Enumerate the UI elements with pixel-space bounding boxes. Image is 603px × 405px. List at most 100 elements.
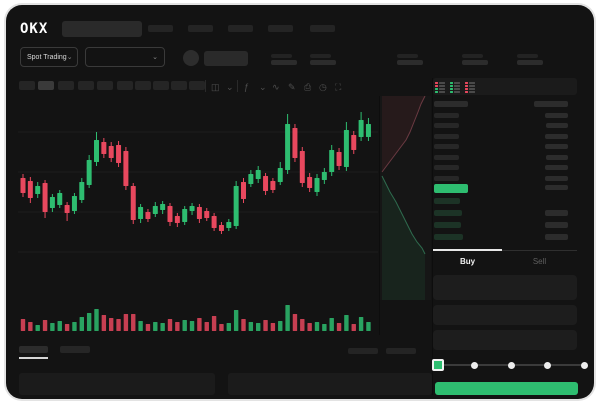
fullscreen-icon[interactable]: ⛶: [335, 82, 342, 92]
nav-item[interactable]: [188, 25, 213, 32]
ask-row[interactable]: [433, 133, 577, 141]
chevron-down-icon[interactable]: ⌄: [259, 82, 267, 92]
slider-stop[interactable]: [471, 361, 478, 369]
slider-stop[interactable]: [580, 361, 588, 369]
tab-sell[interactable]: Sell: [532, 257, 547, 266]
total-input[interactable]: [433, 330, 577, 350]
orders-table-placeholder: [19, 373, 215, 395]
stat-value: [397, 60, 423, 65]
timeframe-button[interactable]: [38, 81, 54, 90]
ask-row[interactable]: [433, 143, 577, 151]
bottom-active-tab-indicator: [19, 357, 48, 359]
depth-map: [380, 96, 431, 300]
amount-input[interactable]: [433, 305, 577, 325]
clock-icon[interactable]: ◷: [319, 82, 327, 92]
ask-row[interactable]: [433, 175, 577, 183]
orderbook-combined-icon[interactable]: [435, 82, 445, 93]
indicators-icon[interactable]: ƒ: [244, 82, 250, 92]
stat-value: [517, 60, 543, 65]
timeframe-button[interactable]: [117, 81, 133, 90]
slider-stop[interactable]: [544, 361, 551, 369]
timeframe-button[interactable]: [171, 81, 187, 90]
camera-icon[interactable]: ⎙: [304, 82, 312, 92]
bid-row[interactable]: [433, 221, 577, 230]
timeframe-button[interactable]: [135, 81, 151, 90]
tab-buy[interactable]: Buy: [459, 257, 476, 266]
orderbook-col-header: [434, 101, 468, 107]
orders-table-placeholder: [228, 373, 432, 395]
bid-price-placeholder: [434, 198, 460, 204]
bid-amount-placeholder: [545, 210, 568, 216]
ask-amount-placeholder: [545, 165, 568, 170]
ask-amount-placeholder: [545, 176, 568, 181]
buy-submit-button[interactable]: [435, 382, 578, 395]
bid-row[interactable]: [433, 209, 577, 218]
timeframe-button[interactable]: [78, 81, 94, 90]
candlestick-chart[interactable]: [18, 96, 378, 333]
chevron-down-icon: ⌄: [152, 53, 158, 61]
slider-stop[interactable]: [507, 361, 515, 369]
stat-label: [462, 54, 483, 58]
ask-price-placeholder: [434, 176, 459, 181]
bottom-tab[interactable]: [60, 346, 90, 353]
timeframe-button[interactable]: [97, 81, 113, 90]
subheader-button[interactable]: [204, 51, 248, 66]
bottom-action-button[interactable]: [386, 348, 416, 354]
ask-price-placeholder: [434, 113, 459, 118]
ask-price-placeholder: [434, 165, 459, 170]
orderbook-asks-icon[interactable]: [465, 82, 475, 93]
ask-row[interactable]: [433, 122, 577, 130]
ask-amount-placeholder: [546, 123, 568, 128]
pair-avatar[interactable]: [183, 50, 199, 66]
bid-row[interactable]: [433, 233, 577, 242]
search-input[interactable]: [62, 21, 142, 37]
toolbar-divider: [205, 80, 206, 92]
nav-item[interactable]: [148, 25, 173, 32]
bid-amount-placeholder: [545, 222, 568, 228]
bid-row[interactable]: [433, 197, 577, 206]
draw-icon[interactable]: ✎: [288, 82, 296, 92]
tab-divider: [433, 250, 577, 251]
wave-icon[interactable]: ∿: [272, 82, 280, 92]
last-price-side-placeholder: [545, 185, 568, 190]
stat-label: [271, 54, 292, 58]
ask-row[interactable]: [433, 112, 577, 120]
active-tab-indicator: [433, 249, 502, 251]
chevron-down-icon: ⌄: [66, 53, 73, 61]
stat-value: [310, 60, 336, 65]
stat-label: [310, 54, 331, 58]
ask-row[interactable]: [433, 154, 577, 162]
bottom-action-button[interactable]: [348, 348, 378, 354]
nav-item[interactable]: [310, 25, 335, 32]
pair-selector-dropdown[interactable]: ⌄: [85, 47, 165, 67]
ask-amount-placeholder: [545, 134, 568, 139]
bid-price-placeholder: [434, 222, 461, 228]
timeframe-button[interactable]: [58, 81, 74, 90]
nav-item[interactable]: [268, 25, 293, 32]
bottom-tab[interactable]: [19, 346, 48, 353]
orderbook-col-header: [534, 101, 568, 107]
chart-type-icon[interactable]: ◫: [211, 82, 220, 92]
timeframe-button[interactable]: [153, 81, 169, 90]
timeframe-button[interactable]: [189, 81, 205, 90]
last-price-badge[interactable]: [434, 184, 468, 193]
orderbook-bids-icon[interactable]: [450, 82, 460, 93]
stat-label: [397, 54, 418, 58]
chevron-down-icon[interactable]: ⌄: [226, 82, 234, 92]
price-input[interactable]: [433, 275, 577, 300]
toolbar-divider: [237, 80, 238, 92]
chart-depth-divider: [379, 96, 380, 335]
ask-price-placeholder: [434, 134, 459, 139]
slider-handle[interactable]: [432, 359, 444, 371]
market-type-label: Spot Trading: [27, 53, 67, 61]
timeframe-button[interactable]: [19, 81, 35, 90]
market-type-dropdown[interactable]: Spot Trading ⌄: [20, 47, 78, 67]
stat-value: [271, 60, 297, 65]
orderbook-divider: [432, 78, 433, 395]
ask-price-placeholder: [434, 144, 459, 149]
ask-row[interactable]: [433, 164, 577, 172]
bid-price-placeholder: [434, 234, 463, 240]
stat-value: [462, 60, 488, 65]
nav-item[interactable]: [228, 25, 253, 32]
